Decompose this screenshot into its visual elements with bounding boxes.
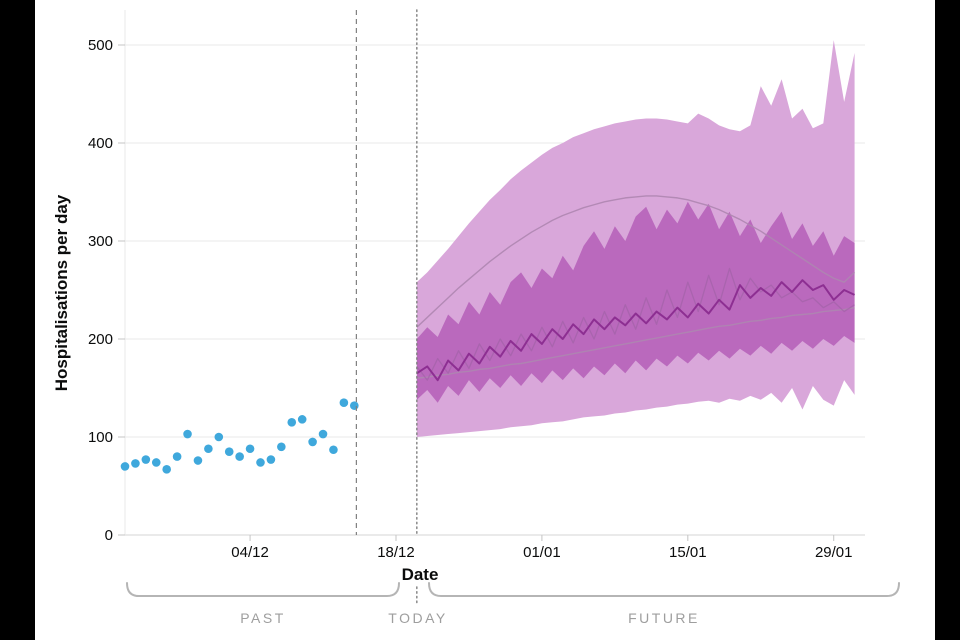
x-tick-label: 29/01 <box>815 544 853 561</box>
y-tick-label: 400 <box>88 135 113 152</box>
x-tick-label: 15/01 <box>669 544 707 561</box>
observed-point <box>277 442 286 452</box>
observed-point <box>120 462 130 471</box>
x-tick-label: 04/12 <box>231 544 269 561</box>
past-label: PAST <box>240 610 286 626</box>
observed-point <box>318 429 328 439</box>
observed-point <box>141 455 151 464</box>
uncertainty-bands-layer <box>416 40 855 437</box>
observed-points-layer <box>120 398 359 474</box>
observed-point <box>287 418 297 427</box>
median-forecast-line <box>416 279 856 382</box>
y-tick-label: 200 <box>88 331 113 348</box>
observed-point <box>193 456 203 465</box>
observed-point <box>329 445 338 455</box>
forecast-lines-layer <box>416 195 856 382</box>
axis-layer: 0 100 200 300 400 500 04/12 18/12 01/01 15/01 29/0… <box>88 37 853 561</box>
annotation-layer <box>126 582 900 597</box>
future-label: FUTURE <box>628 610 700 626</box>
observed-point <box>349 401 359 410</box>
model-trace-line <box>416 267 855 381</box>
observed-point <box>183 429 192 439</box>
x-tick-label: 01/01 <box>523 544 561 561</box>
upper-projection-line <box>416 195 856 328</box>
observed-point <box>162 465 171 474</box>
today-label: TODAY <box>388 610 447 626</box>
observed-point <box>204 444 213 454</box>
observed-point <box>235 452 244 461</box>
y-tick-label: 100 <box>88 429 113 446</box>
y-tick-label: 300 <box>88 233 113 250</box>
x-axis-title: Date <box>402 565 439 584</box>
observed-point <box>172 452 182 461</box>
lower-projection-line <box>416 306 855 379</box>
observed-point <box>214 432 224 442</box>
y-tick-label: 500 <box>88 37 113 54</box>
inner-uncertainty-band <box>416 201 855 403</box>
marker-lines-layer <box>355 9 418 604</box>
y-tick-label: 0 <box>105 527 113 544</box>
observed-point <box>339 398 349 408</box>
x-tick-label: 18/12 <box>377 544 415 561</box>
observed-point <box>308 437 317 447</box>
y-axis-title: Hospitalisations per day <box>52 194 71 391</box>
observed-point <box>131 459 140 468</box>
observed-point <box>245 444 255 454</box>
observed-point <box>256 458 265 467</box>
observed-point <box>224 447 234 457</box>
future-bracket <box>428 582 900 597</box>
observed-point <box>151 458 161 467</box>
observed-point <box>297 415 307 424</box>
observed-point <box>266 455 276 464</box>
past-bracket <box>126 582 400 597</box>
